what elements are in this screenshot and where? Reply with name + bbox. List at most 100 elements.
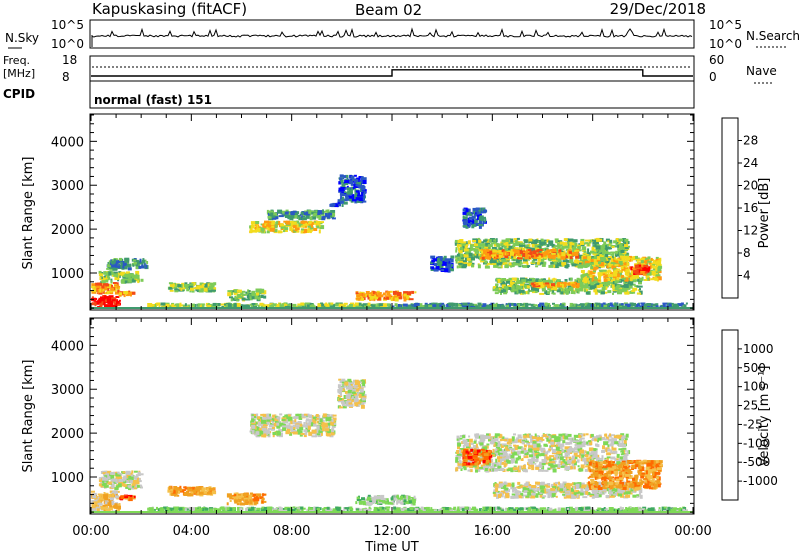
power-echo-cell [96,300,101,304]
vel-echo-cell [133,487,137,490]
power-echo-cell [268,210,274,214]
power-echo-cell [318,210,323,215]
power-echo-cell [97,305,101,308]
vel-echo-cell [256,413,259,418]
power-echo-cell [101,280,106,284]
vel-echo-cell [114,504,119,508]
power-echo-cell [294,230,300,233]
power-echo-cell [339,192,344,196]
power-echo-cell [462,304,467,308]
power-echo-cell [614,256,617,260]
power-echo-cell [318,218,323,220]
power-echo-cell [646,260,652,263]
power-echo-cell [280,223,285,227]
vel-echo-cell [328,419,334,423]
cpid-label: CPID [3,87,35,101]
power-echo-cell [506,279,510,282]
power-echo-cell [472,219,475,224]
power-echo-cell [685,302,688,305]
power-echo-cell [505,283,507,287]
vel-echo-cell [129,486,135,490]
power-echo-cell [270,212,274,217]
power-echo-cell [99,288,102,293]
power-echo-cell [108,300,113,304]
power-echo-cell [104,304,109,308]
power-echo-cell [493,240,497,244]
power-echo-cell [600,273,606,276]
power-echo-cell [607,274,613,278]
power-echo-cell [257,297,260,301]
vel-echo-cell [128,487,131,491]
power-echo-cell [537,257,541,262]
vel-echo-cell [291,431,294,434]
vel-echo-cell [315,430,319,434]
vel-echo-cell [303,429,308,433]
vel-echo-cell [368,506,371,509]
power-echo-cell [596,237,602,242]
power-echo-cell [601,305,604,308]
power-echo-cell [624,249,629,252]
power-echo-cell [540,241,546,245]
power-echo-cell [326,304,332,309]
power-echo-cell [531,243,535,248]
power-echo-cell [184,282,188,285]
power-echo-cell [184,303,187,307]
vel-echo-cell [132,485,135,488]
power-echo-cell [557,258,562,262]
vel-echo-cell [242,493,248,497]
vel-echo-cell [256,493,261,497]
power-echo-cell [500,279,503,283]
vel-echo-cell [185,487,188,490]
power-echo-cell [580,277,583,281]
power-echo-cell [340,195,343,199]
power-echo-cell [483,239,489,243]
vel-echo-cell [204,507,209,511]
vel-echo-cell [97,500,102,503]
power-echo-cell [313,228,318,231]
power-echo-cell [224,303,227,306]
power-echo-cell [490,242,495,245]
vel-echo-cell [176,494,180,497]
power-echo-region [337,174,367,205]
power-echo-cell [229,296,233,299]
power-echo-cell [564,263,569,268]
power-echo-cell [468,216,474,220]
power-echo-cell [198,289,204,293]
vel-echo-cell [134,481,140,485]
power-echo-cell [626,273,630,277]
power-echo-cell [582,254,587,257]
power-echo-cell [610,282,614,284]
power-echo-cell [301,230,304,232]
power-echo-cell [621,277,626,280]
power-echo-cell [575,265,579,268]
power-echo-cell [640,270,645,274]
power-echo-cell [614,303,619,307]
power-echo-cell [208,286,214,291]
power-echo-cell [475,218,479,222]
power-echo-cell [135,265,139,270]
power-echo-cell [462,220,468,225]
power-echo-cell [538,304,542,307]
power-echo-cell [617,246,621,251]
vel-echo-cell [278,509,282,512]
power-echo-cell [633,256,636,260]
power-echo-cell [297,303,303,306]
vel-echo-cell [232,507,236,511]
power-echo-cell [563,242,568,247]
power-echo-cell [651,271,656,275]
power-echo-cell [478,248,483,252]
power-echo-cell [490,253,496,257]
power-echo-cell [526,249,531,252]
power-echo-cell [481,259,486,261]
power-echo-cell [582,256,587,260]
power-echo-cell [481,249,486,252]
power-echo-cell [566,288,569,292]
vel-echo-cell [191,507,195,511]
power-echo-cell [537,282,543,286]
power-echo-cell [640,260,644,264]
power-echo-cell [176,288,181,292]
power-echo-cell [628,274,632,278]
power-echo-cell [263,304,268,307]
power-echo-cell [629,258,632,262]
power-echo-cell [655,256,659,260]
